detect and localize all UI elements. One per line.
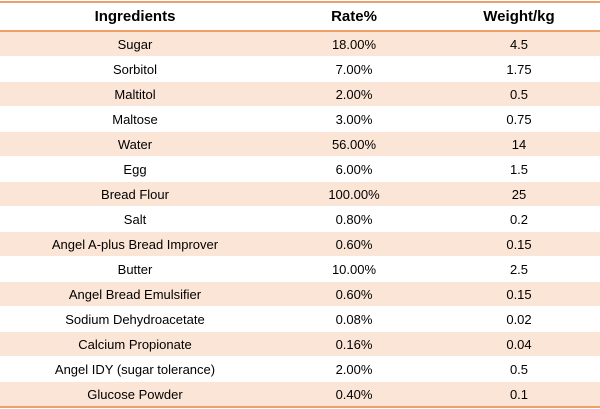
weight-cell: 25 — [438, 181, 600, 207]
weight-cell: 0.02 — [438, 306, 600, 332]
rate-cell: 7.00% — [270, 56, 438, 82]
rate-cell: 3.00% — [270, 106, 438, 132]
table-row: Bread Flour 100.00% 25 — [0, 181, 600, 207]
table-row: Water 56.00% 14 — [0, 131, 600, 157]
table-row: Sorbitol 7.00% 1.75 — [0, 56, 600, 82]
weight-cell: 0.15 — [438, 281, 600, 307]
table-row: Angel A-plus Bread Improver 0.60% 0.15 — [0, 231, 600, 257]
rate-cell: 10.00% — [270, 256, 438, 282]
rate-cell: 100.00% — [270, 181, 438, 207]
weight-cell: 0.1 — [438, 381, 600, 408]
weight-cell: 4.5 — [438, 31, 600, 57]
weight-cell: 0.75 — [438, 106, 600, 132]
ingredient-cell: Glucose Powder — [0, 381, 270, 408]
ingredient-cell: Calcium Propionate — [0, 331, 270, 357]
ingredient-cell: Salt — [0, 206, 270, 232]
rate-cell: 0.40% — [270, 381, 438, 408]
ingredient-cell: Angel IDY (sugar tolerance) — [0, 356, 270, 382]
ingredient-cell: Angel Bread Emulsifier — [0, 281, 270, 307]
table-row: Angel IDY (sugar tolerance) 2.00% 0.5 — [0, 356, 600, 382]
weight-cell: 2.5 — [438, 256, 600, 282]
ingredient-cell: Sugar — [0, 31, 270, 57]
ingredient-cell: Bread Flour — [0, 181, 270, 207]
weight-cell: 14 — [438, 131, 600, 157]
table-row: Calcium Propionate 0.16% 0.04 — [0, 331, 600, 357]
table-row: Salt 0.80% 0.2 — [0, 206, 600, 232]
rate-cell: 0.08% — [270, 306, 438, 332]
rate-cell: 0.16% — [270, 331, 438, 357]
ingredient-cell: Sorbitol — [0, 56, 270, 82]
weight-cell: 0.5 — [438, 81, 600, 107]
ingredient-cell: Egg — [0, 156, 270, 182]
weight-cell: 0.15 — [438, 231, 600, 257]
table-row: Maltitol 2.00% 0.5 — [0, 81, 600, 107]
rate-cell: 2.00% — [270, 81, 438, 107]
rate-cell: 2.00% — [270, 356, 438, 382]
ingredient-cell: Maltose — [0, 106, 270, 132]
ingredient-cell: Water — [0, 131, 270, 157]
table-row: Egg 6.00% 1.5 — [0, 156, 600, 182]
weight-cell: 1.75 — [438, 56, 600, 82]
weight-cell: 0.2 — [438, 206, 600, 232]
rate-cell: 0.60% — [270, 281, 438, 307]
header-ingredients: Ingredients — [0, 2, 270, 32]
table-row: Maltose 3.00% 0.75 — [0, 106, 600, 132]
rate-cell: 6.00% — [270, 156, 438, 182]
rate-cell: 56.00% — [270, 131, 438, 157]
rate-cell: 18.00% — [270, 31, 438, 57]
table-row: Sugar 18.00% 4.5 — [0, 31, 600, 57]
ingredient-cell: Angel A-plus Bread Improver — [0, 231, 270, 257]
rate-cell: 0.60% — [270, 231, 438, 257]
rate-cell: 0.80% — [270, 206, 438, 232]
weight-cell: 0.5 — [438, 356, 600, 382]
table-row: Sodium Dehydroacetate 0.08% 0.02 — [0, 306, 600, 332]
ingredient-cell: Butter — [0, 256, 270, 282]
weight-cell: 0.04 — [438, 331, 600, 357]
ingredient-cell: Maltitol — [0, 81, 270, 107]
table-row: Glucose Powder 0.40% 0.1 — [0, 381, 600, 408]
header-weight: Weight/kg — [438, 2, 600, 32]
ingredient-cell: Sodium Dehydroacetate — [0, 306, 270, 332]
table-row: Angel Bread Emulsifier 0.60% 0.15 — [0, 281, 600, 307]
weight-cell: 1.5 — [438, 156, 600, 182]
header-rate: Rate% — [270, 2, 438, 32]
table-body: Sugar 18.00% 4.5 Sorbitol 7.00% 1.75 Maltitol 2… — [0, 31, 600, 408]
table-header-row: Ingredients Rate% Weight/kg — [0, 2, 600, 32]
table-row: Butter 10.00% 2.5 — [0, 256, 600, 282]
